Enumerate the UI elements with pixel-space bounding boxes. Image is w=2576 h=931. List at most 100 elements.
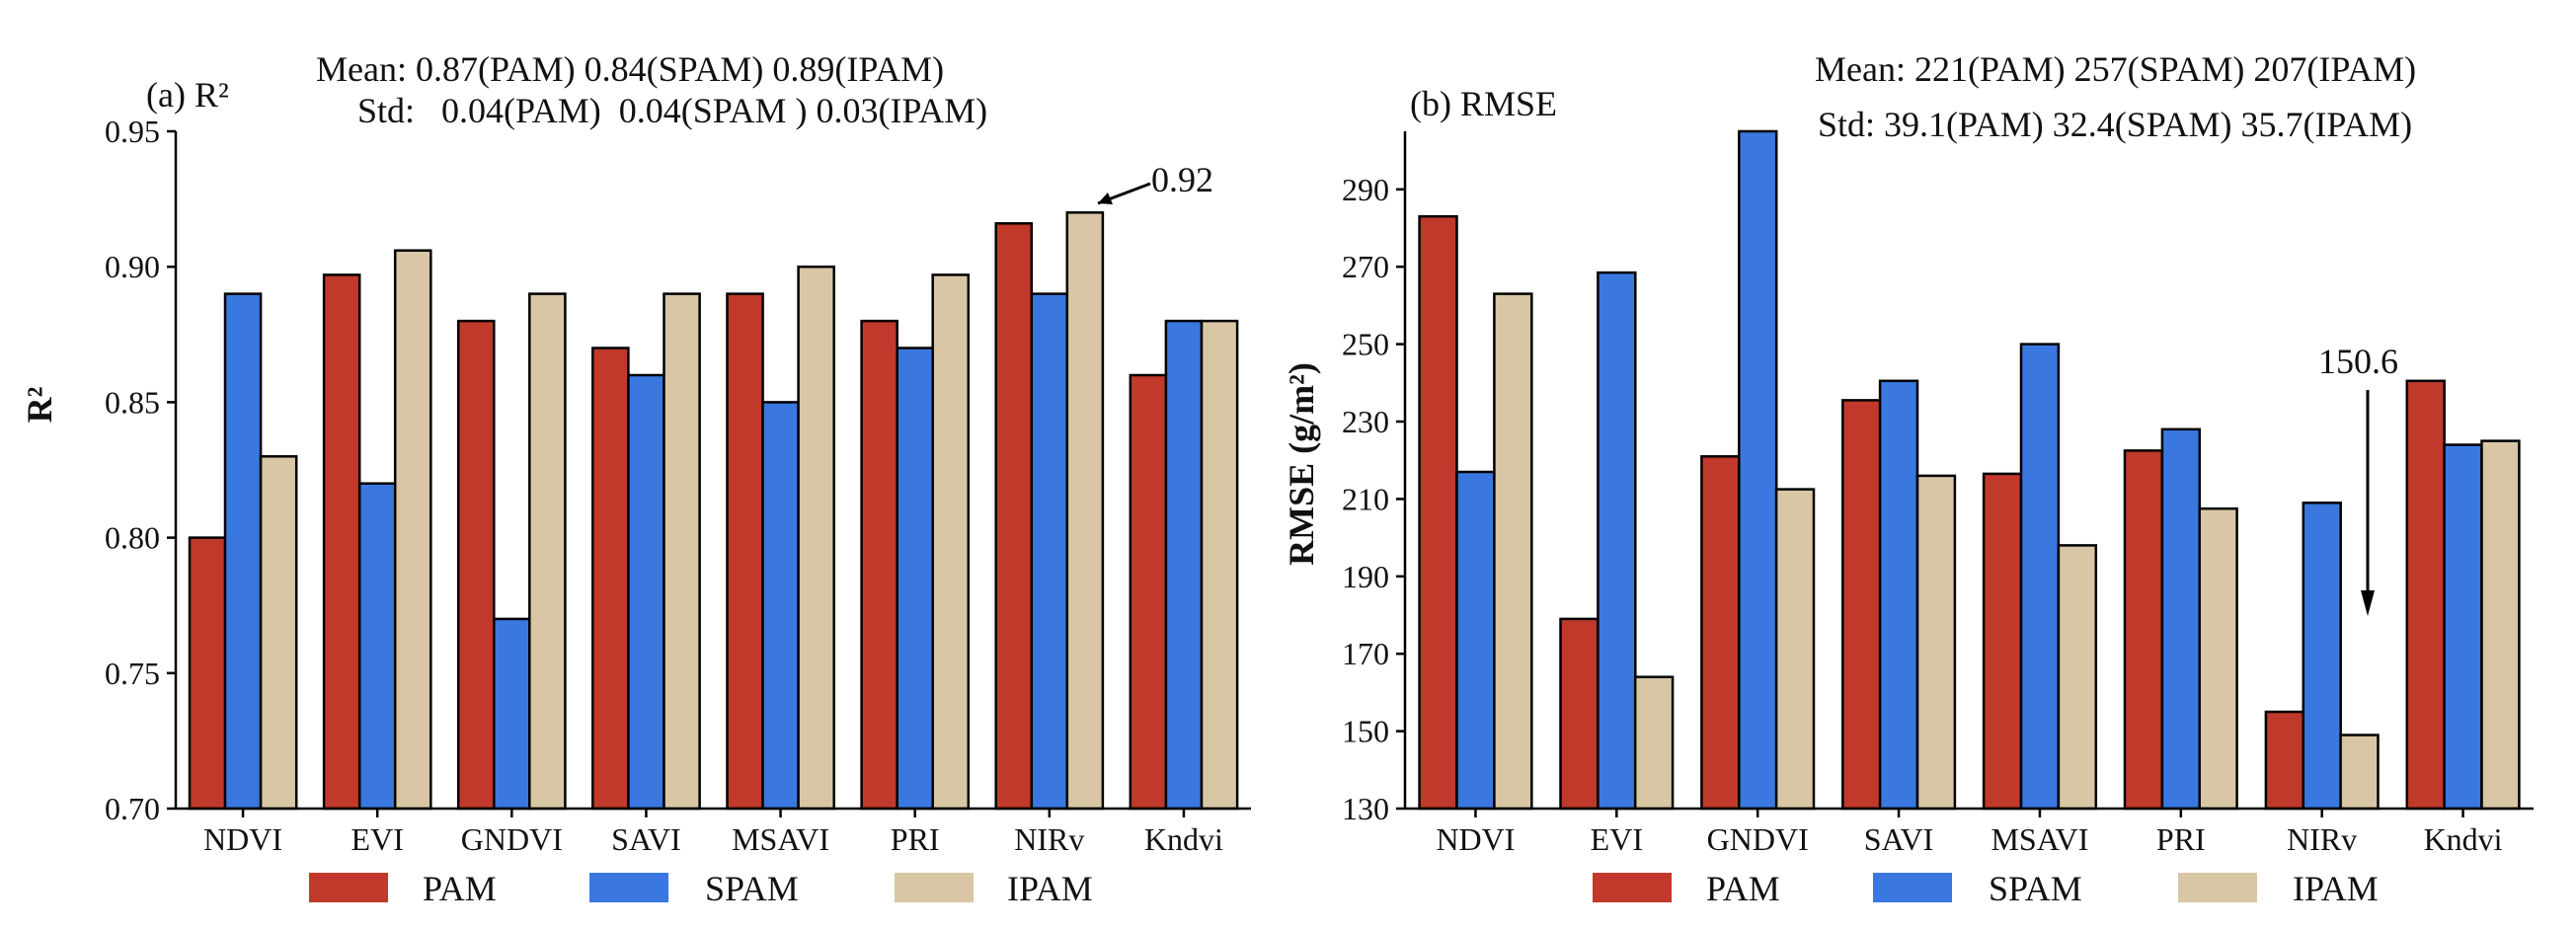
y-tick-label-rmse-6: 250	[1342, 327, 1389, 362]
y-tick-label-r2-3: 0.85	[105, 384, 160, 420]
x-tick-label-r2-pri: PRI	[891, 821, 940, 857]
bar-r2-pri-ipam	[931, 273, 971, 811]
legend-swatch-spam-r2	[589, 873, 668, 902]
x-tick-label-rmse-msavi: MSAVI	[1991, 821, 2088, 857]
bar-rmse-evi-pam	[1559, 617, 1600, 811]
bar-r2-ndvi-pam	[188, 536, 227, 811]
bars-r2	[188, 211, 1239, 811]
bar-r2-ndvi-spam	[223, 292, 263, 811]
x-tick-label-rmse-pri: PRI	[2156, 821, 2206, 857]
bar-rmse-ndvi-spam	[1455, 470, 1496, 811]
bar-r2-nirv-ipam	[1065, 211, 1105, 811]
y-tick-label-r2-1: 0.75	[105, 656, 160, 691]
bar-r2-evi-ipam	[393, 249, 432, 811]
x-tick-label-r2-nirv: NIRv	[1014, 821, 1084, 857]
annotation-rmse: 150.6	[2318, 342, 2398, 616]
y-tick-label-rmse-8: 290	[1342, 172, 1389, 207]
bar-rmse-msavi-ipam	[2057, 544, 2098, 811]
stats-mean-rmse: Mean: 221(PAM) 257(SPAM) 207(IPAM)	[1815, 49, 2416, 89]
bar-rmse-msavi-pam	[1982, 472, 2023, 811]
y-tick-label-rmse-3: 190	[1342, 559, 1389, 594]
x-tick-label-rmse-gndvi: GNDVI	[1707, 821, 1809, 857]
panel-label-r2: (a) R²	[146, 75, 229, 115]
x-tick-label-rmse-ndvi: NDVI	[1436, 821, 1515, 857]
stats-std-r2: Std: 0.04(PAM) 0.04(SPAM ) 0.03(IPAM)	[357, 91, 987, 130]
bar-r2-pri-spam	[896, 347, 935, 811]
legend-label-pam-r2: PAM	[423, 869, 497, 908]
bar-r2-gndvi-spam	[493, 617, 531, 811]
bar-rmse-evi-spam	[1597, 271, 1637, 811]
bar-r2-savi-spam	[627, 373, 665, 811]
bar-r2-ndvi-ipam	[259, 455, 298, 811]
y-axis-label-r2: R²	[20, 387, 59, 424]
legend-label-ipam-rmse: IPAM	[2293, 869, 2379, 908]
legend-rmse: PAM SPAM IPAM	[1593, 869, 2379, 908]
x-tick-label-r2-savi: SAVI	[611, 821, 681, 857]
bar-rmse-kndvi-spam	[2443, 443, 2483, 811]
x-ticks-rmse: NDVI EVI GNDVI SAVI MSAVI PRI NIRv Kndvi	[1436, 809, 2503, 857]
legend-label-spam-r2: SPAM	[705, 869, 799, 908]
y-axis-label-rmse: RMSE (g/m²)	[1282, 362, 1321, 566]
bar-r2-nirv-pam	[994, 222, 1034, 811]
bar-r2-evi-pam	[322, 273, 361, 811]
bar-rmse-pri-ipam	[2198, 506, 2238, 811]
legend-swatch-pam-rmse	[1593, 873, 1672, 902]
legend-swatch-ipam-rmse	[2178, 873, 2257, 902]
bar-rmse-gndvi-ipam	[1774, 488, 1816, 811]
y-ticks-r2: 0.70 0.75 0.80 0.85 0.90 0.95	[105, 114, 176, 826]
bar-rmse-kndvi-pam	[2405, 379, 2446, 811]
bar-r2-gndvi-ipam	[528, 292, 567, 811]
y-tick-label-r2-4: 0.90	[105, 249, 160, 284]
x-tick-label-r2-msavi: MSAVI	[732, 821, 829, 857]
bar-r2-msavi-ipam	[797, 265, 835, 811]
bar-rmse-msavi-spam	[2019, 343, 2061, 811]
x-tick-label-rmse-kndvi: Kndvi	[2424, 821, 2503, 857]
bar-rmse-pri-pam	[2123, 449, 2164, 811]
annotation-r2: 0.92	[1097, 160, 1213, 205]
bars-rmse	[1418, 129, 2521, 811]
annotation-text-rmse: 150.6	[2318, 342, 2398, 381]
stats-mean-r2: Mean: 0.87(PAM) 0.84(SPAM) 0.89(IPAM)	[316, 49, 944, 89]
bar-rmse-savi-ipam	[1915, 474, 1957, 811]
y-tick-label-rmse-0: 130	[1342, 791, 1389, 826]
bar-rmse-evi-ipam	[1633, 675, 1675, 811]
legend-swatch-ipam-r2	[895, 873, 974, 902]
panel-rmse: 130 150 170 190 210 230 250 270 290 NDVI EVI GNDVI…	[1282, 49, 2534, 857]
bar-rmse-pri-spam	[2160, 427, 2202, 811]
legend-swatch-pam-r2	[309, 873, 388, 902]
bar-r2-savi-ipam	[663, 292, 701, 811]
bar-r2-pri-pam	[860, 319, 898, 811]
bar-rmse-nirv-pam	[2264, 710, 2305, 811]
legend-label-ipam-r2: IPAM	[1007, 869, 1093, 908]
x-tick-label-r2-evi: EVI	[351, 821, 404, 857]
bar-rmse-gndvi-pam	[1700, 455, 1741, 811]
y-tick-label-rmse-5: 230	[1342, 404, 1389, 439]
x-tick-label-rmse-nirv: NIRv	[2287, 821, 2357, 857]
bar-r2-nirv-spam	[1030, 292, 1069, 811]
panel-r2: 0.70 0.75 0.80 0.85 0.90 0.95 NDVI EVI GNDVI SAV…	[20, 49, 1251, 857]
panel-label-rmse: (b) RMSE	[1410, 84, 1557, 123]
y-tick-label-r2-2: 0.80	[105, 520, 160, 556]
bar-r2-evi-spam	[357, 482, 397, 811]
x-tick-label-r2-kndvi: Kndvi	[1144, 821, 1223, 857]
y-tick-label-rmse-1: 150	[1342, 714, 1389, 749]
bar-rmse-nirv-ipam	[2339, 734, 2380, 811]
bar-rmse-gndvi-spam	[1738, 129, 1778, 811]
legend-label-spam-rmse: SPAM	[1989, 869, 2082, 908]
bar-r2-kndvi-pam	[1129, 373, 1168, 811]
bar-rmse-ndvi-ipam	[1493, 292, 1533, 811]
annotation-arrowhead-rmse	[2361, 590, 2375, 616]
y-ticks-rmse: 130 150 170 190 210 230 250 270 290	[1342, 172, 1405, 826]
bar-rmse-kndvi-ipam	[2480, 439, 2521, 811]
y-tick-label-r2-0: 0.70	[105, 791, 160, 826]
y-tick-label-r2-5: 0.95	[105, 114, 160, 149]
annotation-text-r2: 0.92	[1151, 160, 1213, 199]
legend-r2: PAM SPAM IPAM	[309, 869, 1093, 908]
x-tick-label-r2-gndvi: GNDVI	[461, 821, 563, 857]
legend-swatch-spam-rmse	[1873, 873, 1952, 902]
bar-r2-msavi-pam	[726, 292, 764, 811]
stats-std-rmse: Std: 39.1(PAM) 32.4(SPAM) 35.7(IPAM)	[1818, 105, 2412, 144]
bar-r2-savi-pam	[591, 347, 630, 811]
x-tick-label-rmse-savi: SAVI	[1864, 821, 1934, 857]
